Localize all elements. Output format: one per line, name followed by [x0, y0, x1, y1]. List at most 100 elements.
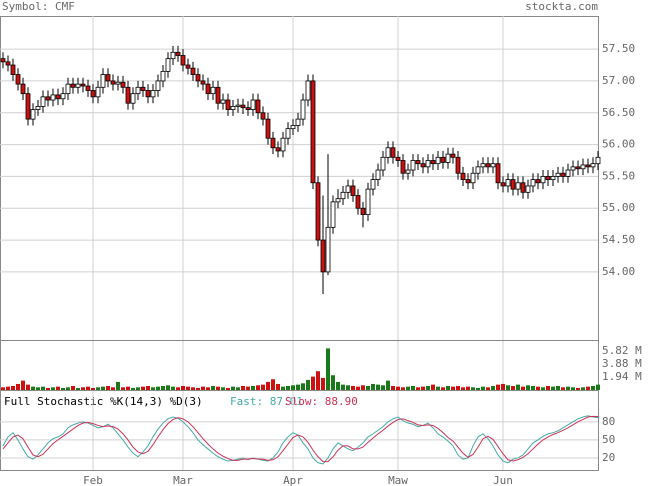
volume-bar: [206, 387, 210, 390]
stochastic-header: Full Stochastic %K(14,3) %D(3) Fast: 87.…: [4, 395, 358, 408]
volume-bar: [236, 387, 240, 390]
candle-body: [265, 118, 271, 139]
volume-bar: [576, 387, 580, 390]
candle-body: [225, 99, 231, 110]
volume-bar: [426, 385, 430, 390]
candle-body: [410, 160, 416, 171]
volume-bar: [546, 385, 550, 390]
candle-body: [255, 99, 261, 114]
candle-body: [100, 74, 106, 88]
volume-bar: [326, 348, 330, 390]
volume-bar: [121, 387, 125, 390]
candle-body: [465, 179, 471, 184]
volume-bar: [316, 371, 320, 390]
candle-body: [430, 160, 436, 165]
volume-bar: [71, 385, 75, 390]
volume-bar: [556, 385, 560, 390]
volume-bar: [551, 386, 555, 390]
candle-body: [55, 94, 61, 100]
volume-bar: [86, 386, 90, 390]
stochastic-tick-label: 50: [602, 433, 615, 446]
volume-bar: [131, 387, 135, 390]
candle-body: [155, 80, 161, 91]
candle-body: [5, 61, 11, 66]
volume-bar: [451, 386, 455, 390]
candle-body: [525, 185, 531, 193]
candle-body: [515, 182, 521, 190]
volume-bar: [281, 386, 285, 390]
volume-bar: [366, 385, 370, 390]
candle-body: [220, 99, 226, 104]
volume-bar: [156, 386, 160, 390]
volume-bar: [286, 385, 290, 390]
volume-bar: [431, 384, 435, 390]
y-tick-label: 57.00: [602, 74, 635, 87]
candle-body: [90, 90, 96, 98]
candle-body: [140, 86, 146, 91]
candle-body: [260, 112, 266, 120]
volume-bar: [106, 385, 110, 390]
stochastic-line: [2, 415, 599, 463]
candle-body: [210, 86, 216, 95]
volume-bar: [226, 387, 230, 390]
candle-body: [415, 160, 421, 165]
candle-body: [70, 83, 76, 88]
y-tick-label: 56.00: [602, 138, 635, 151]
x-tick-label: Maw: [388, 474, 408, 486]
volume-bar: [456, 385, 460, 390]
candle-body: [335, 198, 341, 203]
candle-body: [120, 81, 126, 88]
volume-bar: [201, 386, 205, 390]
candle-body: [215, 86, 221, 104]
candle-body: [580, 164, 586, 170]
candle-body: [20, 83, 26, 95]
volume-bar: [56, 386, 60, 390]
volume-bar: [141, 386, 145, 390]
candle-body: [475, 166, 481, 174]
volume-bar: [116, 381, 120, 390]
candle-body: [345, 185, 351, 193]
volume-bar: [241, 385, 245, 390]
candle-body: [330, 201, 336, 228]
volume-bar: [96, 387, 100, 390]
volume-bar: [441, 387, 445, 390]
volume-bar: [526, 385, 530, 390]
candle-body: [550, 176, 556, 180]
volume-bar: [256, 385, 260, 390]
volume-bar: [66, 387, 70, 390]
volume-bar: [126, 386, 130, 390]
volume-bar: [176, 387, 180, 390]
candle-body: [245, 107, 251, 110]
candle-body: [300, 99, 306, 120]
candle-body: [450, 153, 456, 158]
candle-body: [60, 93, 66, 100]
candle-body: [490, 163, 496, 168]
price-panel: [0, 16, 599, 341]
candle-body: [230, 105, 236, 110]
volume-tick-label: 3.88 M: [602, 357, 642, 370]
candle-body: [190, 67, 196, 75]
candle-body: [240, 104, 246, 109]
volume-bar: [436, 386, 440, 390]
volume-bar: [351, 385, 355, 390]
candle-body: [540, 176, 546, 184]
volume-bar: [246, 386, 250, 390]
candle-body: [360, 207, 366, 216]
volume-bar: [136, 387, 140, 390]
candle-body: [530, 179, 536, 187]
candle-body: [545, 176, 551, 180]
volume-bar: [161, 385, 165, 390]
candle-body: [425, 160, 431, 168]
volume-bar: [466, 386, 470, 390]
symbol-label: Symbol: CMF: [2, 0, 75, 13]
candle-body: [105, 74, 111, 82]
volume-bar: [471, 387, 475, 390]
candle-body: [170, 51, 176, 60]
candle-body: [295, 118, 301, 126]
candle-body: [15, 74, 21, 85]
candle-body: [180, 55, 186, 66]
y-tick-label: 56.50: [602, 106, 635, 119]
volume-bar: [571, 387, 575, 390]
volume-bar: [296, 384, 300, 390]
